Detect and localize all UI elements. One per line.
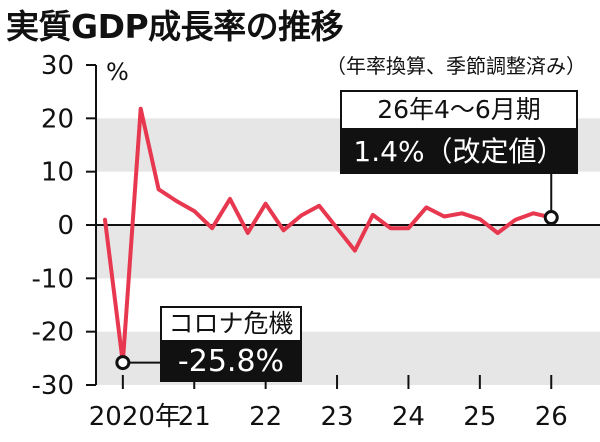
x-tick-label: 21 [178,402,211,432]
x-tick-label: 24 [392,402,425,432]
y-axis-unit: % [106,58,129,86]
y-tick-label: 20 [41,104,74,134]
x-tick-label: 22 [249,402,282,432]
x-tick-label: 23 [321,402,354,432]
y-tick-label: 0 [57,211,74,241]
min-point-marker [115,355,131,371]
grid-band [96,225,600,279]
series-line [103,106,554,365]
y-tick-label: -20 [32,318,74,348]
chart-title: 実質GDP成長率の推移 [6,7,344,46]
x-tick-label: 2020年 [89,402,181,432]
annotation-covid-value: -25.8% [160,342,302,382]
x-tick-label: 25 [463,402,496,432]
y-tick-label: -30 [32,371,74,401]
annotation-latest-period: 26年4〜6月期 [340,90,578,130]
annotation-latest-value: 1.4%（改定値） [340,130,578,174]
y-tick-label: 10 [41,158,74,188]
chart-subtitle: （年率換算、季節調整済み） [326,54,586,78]
x-tick-label: 26 [535,402,568,432]
annotation-covid-label: コロナ危機 [160,306,302,342]
y-tick-label: -10 [32,264,74,294]
y-tick-label: 30 [41,51,74,81]
latest-point-marker [543,210,559,226]
